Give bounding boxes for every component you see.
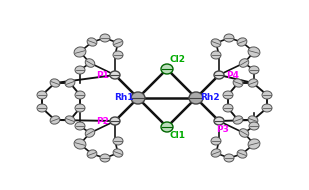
Ellipse shape (248, 139, 260, 149)
Ellipse shape (37, 104, 47, 112)
Ellipse shape (211, 149, 221, 157)
Ellipse shape (50, 79, 60, 87)
Ellipse shape (131, 92, 145, 104)
Ellipse shape (75, 122, 85, 130)
Ellipse shape (223, 91, 233, 99)
Ellipse shape (239, 59, 249, 67)
Ellipse shape (189, 92, 203, 104)
Text: P3: P3 (217, 124, 230, 134)
Ellipse shape (65, 79, 75, 87)
Text: Cl1: Cl1 (169, 131, 185, 139)
Ellipse shape (37, 91, 47, 99)
Text: P2: P2 (96, 116, 109, 126)
Ellipse shape (113, 149, 123, 157)
Ellipse shape (233, 116, 243, 124)
Ellipse shape (248, 47, 260, 57)
Ellipse shape (113, 137, 123, 145)
Ellipse shape (237, 150, 247, 158)
Ellipse shape (262, 104, 272, 112)
Ellipse shape (110, 117, 120, 125)
Ellipse shape (113, 39, 123, 47)
Text: P1: P1 (96, 70, 109, 79)
Ellipse shape (85, 129, 95, 137)
Ellipse shape (100, 34, 110, 42)
Ellipse shape (214, 71, 224, 79)
Ellipse shape (248, 116, 258, 124)
Ellipse shape (100, 154, 110, 162)
Ellipse shape (87, 150, 97, 158)
Ellipse shape (75, 104, 85, 112)
Ellipse shape (87, 38, 97, 46)
Ellipse shape (237, 38, 247, 46)
Ellipse shape (211, 39, 221, 47)
Ellipse shape (214, 117, 224, 125)
Ellipse shape (74, 139, 86, 149)
Ellipse shape (74, 47, 86, 57)
Ellipse shape (75, 66, 85, 74)
Ellipse shape (65, 116, 75, 124)
Ellipse shape (110, 71, 120, 79)
Ellipse shape (248, 79, 258, 87)
Ellipse shape (233, 79, 243, 87)
Ellipse shape (249, 122, 259, 130)
Ellipse shape (224, 34, 234, 42)
Ellipse shape (249, 66, 259, 74)
Text: Rh1: Rh1 (114, 93, 134, 102)
Text: Cl2: Cl2 (169, 55, 185, 64)
Ellipse shape (211, 51, 221, 59)
Ellipse shape (50, 116, 60, 124)
Text: P4: P4 (226, 70, 239, 79)
Ellipse shape (224, 154, 234, 162)
Ellipse shape (223, 104, 233, 112)
Ellipse shape (75, 91, 85, 99)
Ellipse shape (85, 59, 95, 67)
Ellipse shape (211, 137, 221, 145)
Ellipse shape (239, 129, 249, 137)
Text: Rh2: Rh2 (200, 93, 220, 102)
Ellipse shape (161, 64, 173, 74)
Ellipse shape (262, 91, 272, 99)
Ellipse shape (113, 51, 123, 59)
Ellipse shape (161, 122, 173, 132)
